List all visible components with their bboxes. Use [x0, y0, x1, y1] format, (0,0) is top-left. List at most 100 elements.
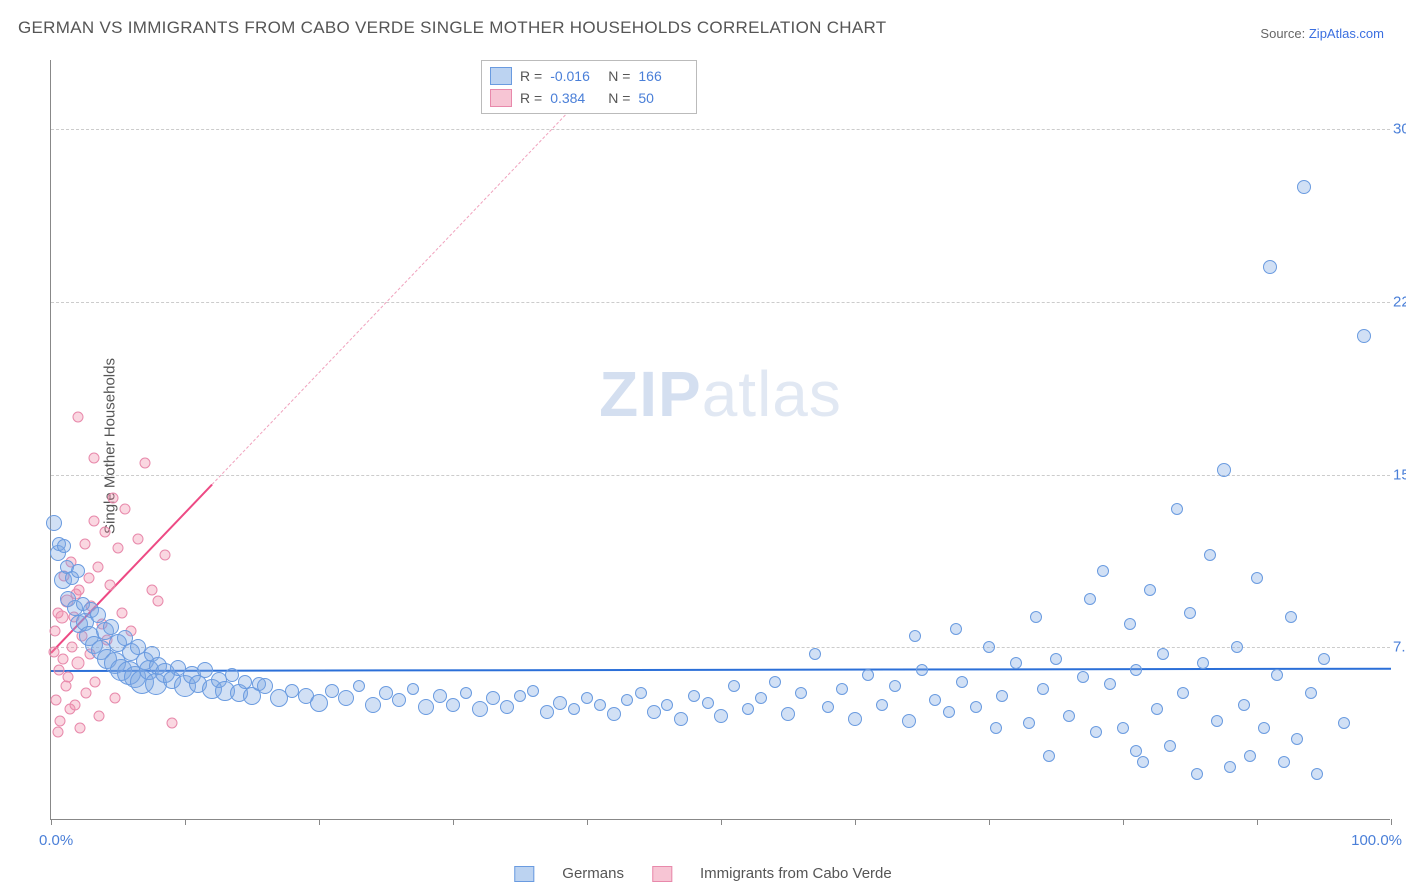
x-tick-mark — [1123, 819, 1124, 825]
data-point-germans — [1144, 584, 1156, 596]
data-point-cabo-verde — [63, 672, 74, 683]
data-point-germans — [486, 691, 500, 705]
data-point-germans — [1177, 687, 1189, 699]
n-value-pink: 50 — [638, 90, 688, 106]
data-point-cabo-verde — [71, 657, 84, 670]
data-point-germans — [876, 699, 888, 711]
source-link[interactable]: ZipAtlas.com — [1309, 26, 1384, 41]
data-point-cabo-verde — [83, 573, 94, 584]
data-point-germans — [950, 623, 962, 635]
n-value-blue: 166 — [638, 68, 688, 84]
data-point-cabo-verde — [110, 692, 121, 703]
data-point-germans — [379, 686, 393, 700]
data-point-germans — [848, 712, 862, 726]
data-point-germans — [674, 712, 688, 726]
source-attribution: Source: ZipAtlas.com — [1260, 26, 1384, 41]
swatch-pink-icon — [652, 866, 672, 882]
data-point-germans — [929, 694, 941, 706]
data-point-germans — [943, 706, 955, 718]
r-value-blue: -0.016 — [550, 68, 600, 84]
data-point-germans — [407, 683, 419, 695]
data-point-germans — [418, 699, 434, 715]
data-point-germans — [1097, 565, 1109, 577]
data-point-germans — [647, 705, 661, 719]
legend-row-cabo-verde: R = 0.384 N = 50 — [490, 87, 688, 109]
data-point-germans — [1357, 329, 1371, 343]
data-point-germans — [392, 693, 406, 707]
data-point-germans — [460, 687, 472, 699]
data-point-germans — [1063, 710, 1075, 722]
data-point-cabo-verde — [52, 727, 63, 738]
data-point-germans — [1191, 768, 1203, 780]
data-point-germans — [568, 703, 580, 715]
x-tick-mark — [1391, 819, 1392, 825]
watermark-zip: ZIP — [599, 358, 702, 430]
data-point-germans — [1010, 657, 1022, 669]
data-point-germans — [540, 705, 554, 719]
swatch-blue-icon — [490, 67, 512, 85]
r-value-pink: 0.384 — [550, 90, 600, 106]
data-point-cabo-verde — [67, 642, 78, 653]
data-point-cabo-verde — [113, 543, 124, 554]
swatch-pink-icon — [490, 89, 512, 107]
data-point-germans — [472, 701, 488, 717]
r-label: R = — [520, 68, 542, 84]
data-point-germans — [1204, 549, 1216, 561]
data-point-cabo-verde — [104, 580, 115, 591]
data-point-germans — [996, 690, 1008, 702]
data-point-germans — [990, 722, 1002, 734]
gridline — [51, 129, 1390, 130]
data-point-cabo-verde — [107, 492, 118, 503]
data-point-cabo-verde — [88, 515, 99, 526]
data-point-germans — [1217, 463, 1231, 477]
data-point-germans — [225, 668, 239, 682]
data-point-germans — [365, 697, 381, 713]
series-legend: Germans Immigrants from Cabo Verde — [514, 865, 891, 882]
data-point-germans — [1311, 768, 1323, 780]
x-tick-mark — [51, 819, 52, 825]
data-point-germans — [1090, 726, 1102, 738]
data-point-germans — [1030, 611, 1042, 623]
legend-row-germans: R = -0.016 N = 166 — [490, 65, 688, 87]
data-point-germans — [446, 698, 460, 712]
data-point-germans — [1305, 687, 1317, 699]
data-point-germans — [1137, 756, 1149, 768]
x-tick-mark — [319, 819, 320, 825]
data-point-germans — [755, 692, 767, 704]
data-point-cabo-verde — [50, 626, 61, 637]
x-tick-mark — [989, 819, 990, 825]
data-point-germans — [500, 700, 514, 714]
data-point-germans — [1084, 593, 1096, 605]
data-point-cabo-verde — [159, 550, 170, 561]
data-point-cabo-verde — [166, 718, 177, 729]
data-point-cabo-verde — [70, 699, 81, 710]
data-point-cabo-verde — [119, 504, 130, 515]
data-point-germans — [46, 515, 62, 531]
data-point-cabo-verde — [92, 561, 103, 572]
data-point-germans — [1077, 671, 1089, 683]
y-tick-label: 30.0% — [1393, 121, 1406, 138]
data-point-cabo-verde — [133, 534, 144, 545]
data-point-germans — [909, 630, 921, 642]
data-point-germans — [1231, 641, 1243, 653]
x-axis-max-label: 100.0% — [1351, 832, 1402, 849]
data-point-germans — [1130, 664, 1142, 676]
data-point-cabo-verde — [153, 596, 164, 607]
data-point-germans — [338, 690, 354, 706]
data-point-germans — [1157, 648, 1169, 660]
data-point-cabo-verde — [55, 611, 68, 624]
data-point-germans — [433, 689, 447, 703]
y-tick-label: 7.5% — [1393, 639, 1406, 656]
data-point-germans — [1318, 653, 1330, 665]
data-point-germans — [1271, 669, 1283, 681]
n-label: N = — [608, 90, 630, 106]
data-point-germans — [728, 680, 740, 692]
trendline-cabo-verde-extrapolated — [211, 60, 617, 484]
gridline — [51, 475, 1390, 476]
source-label: Source: — [1260, 26, 1305, 41]
data-point-cabo-verde — [51, 695, 62, 706]
scatter-plot-area: R = -0.016 N = 166 R = 0.384 N = 50 ZIPa… — [50, 60, 1390, 820]
data-point-germans — [795, 687, 807, 699]
data-point-germans — [1244, 750, 1256, 762]
data-point-germans — [1211, 715, 1223, 727]
